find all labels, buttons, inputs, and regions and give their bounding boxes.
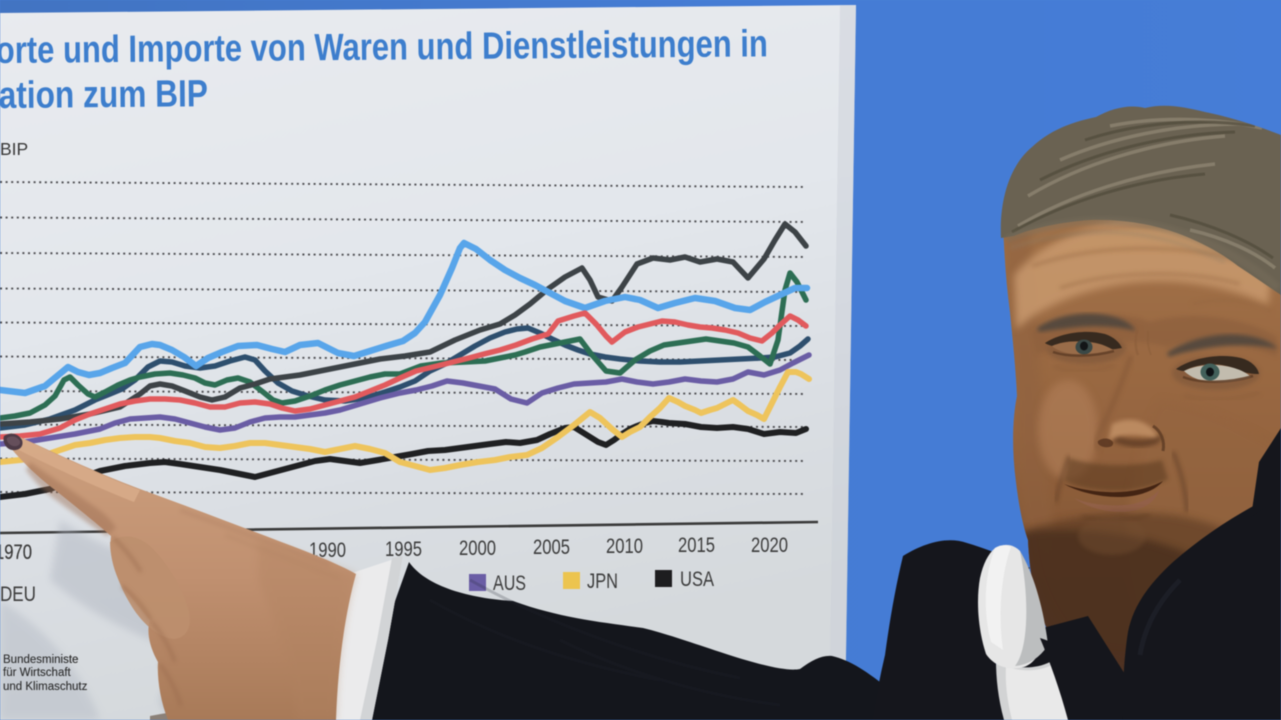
svg-text:AUS: AUS <box>493 572 526 595</box>
svg-text:USA: USA <box>680 568 714 591</box>
svg-text:1970: 1970 <box>0 541 32 564</box>
svg-text:2000: 2000 <box>459 537 496 560</box>
svg-text:2010: 2010 <box>606 535 643 558</box>
svg-text:2020: 2020 <box>751 534 788 557</box>
svg-text:JPN: JPN <box>587 570 618 593</box>
svg-text:1995: 1995 <box>385 538 422 561</box>
svg-text:und Klimaschutz: und Klimaschutz <box>3 681 88 693</box>
svg-text:lation zum BIP: lation zum BIP <box>0 73 208 117</box>
svg-text:Bundesministe: Bundesministe <box>3 654 78 666</box>
svg-text:DEU: DEU <box>0 583 36 606</box>
svg-text:2015: 2015 <box>678 534 715 557</box>
svg-text:2005: 2005 <box>533 536 570 559</box>
svg-text:BIP: BIP <box>0 139 28 159</box>
svg-text:porte und Importe von Waren un: porte und Importe von Waren und Dienstle… <box>0 23 768 72</box>
svg-text:1970: 1970 <box>0 541 32 564</box>
svg-text:für Wirtschaft: für Wirtschaft <box>3 667 72 679</box>
svg-text:1990: 1990 <box>309 539 346 562</box>
